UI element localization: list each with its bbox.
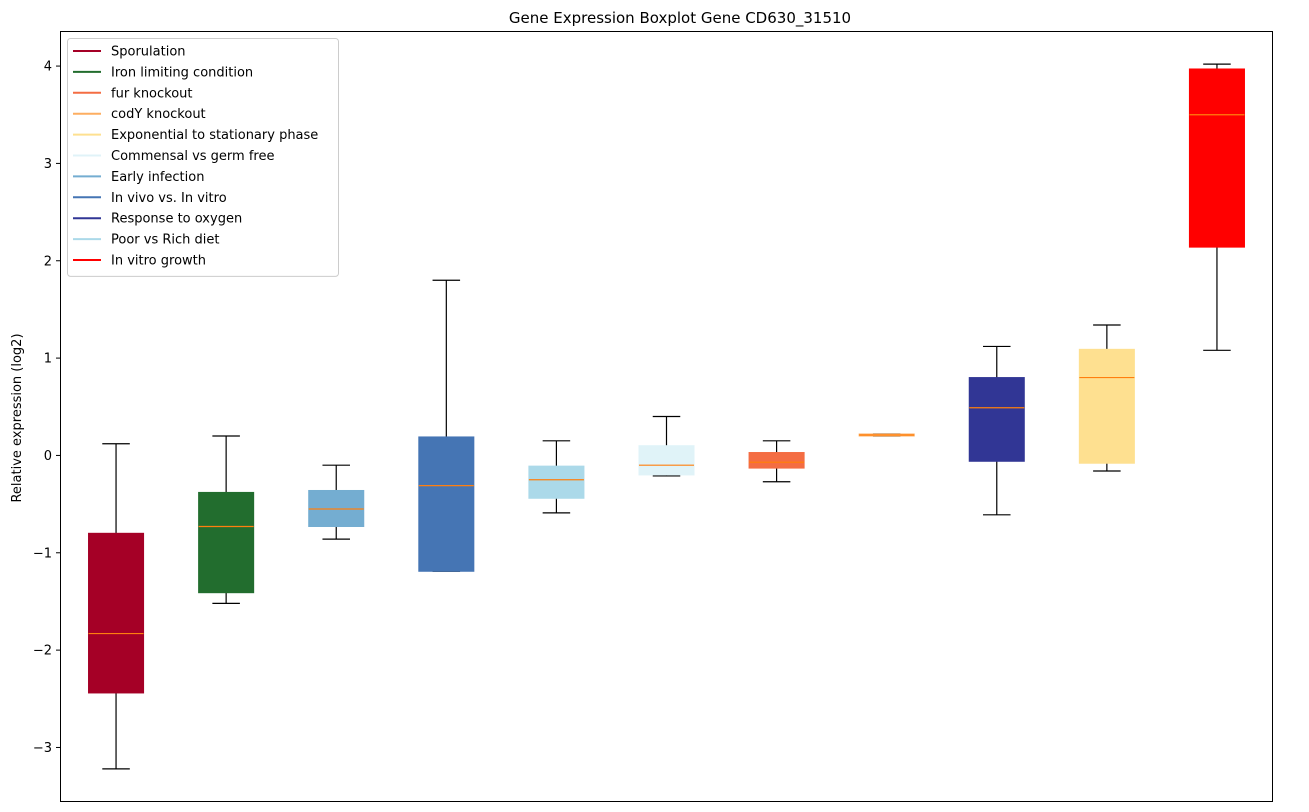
legend-label: Poor vs Rich diet xyxy=(111,233,219,248)
y-tick-label: 4 xyxy=(44,60,52,75)
y-tick-label: 1 xyxy=(44,352,52,367)
chart-title: Gene Expression Boxplot Gene CD630_31510 xyxy=(509,9,851,28)
box-body xyxy=(1188,68,1245,248)
box-9 xyxy=(1078,324,1135,472)
legend: Sporulation Iron limiting condition fur kn… xyxy=(67,38,339,277)
box-10 xyxy=(1188,63,1245,351)
y-tick-label: −3 xyxy=(33,741,52,756)
y-tick-label: 0 xyxy=(44,449,52,464)
box-body xyxy=(748,452,805,469)
legend-label: Iron limiting condition xyxy=(111,65,253,80)
legend-label: Exponential to stationary phase xyxy=(111,128,318,143)
legend-label: Response to oxygen xyxy=(111,212,242,227)
box-2 xyxy=(308,464,365,540)
legend-label: In vitro growth xyxy=(111,254,206,269)
legend-frame xyxy=(67,38,339,277)
plot-frame xyxy=(60,31,1273,802)
y-tick-label: −2 xyxy=(33,644,52,659)
box-7 xyxy=(858,433,915,437)
box-1 xyxy=(198,435,255,604)
box-body xyxy=(198,491,255,594)
box-6 xyxy=(748,440,805,483)
legend-label: In vivo vs. In vitro xyxy=(111,191,227,206)
box-0 xyxy=(88,443,145,770)
box-body xyxy=(528,465,585,499)
box-body xyxy=(418,436,475,572)
legend-label: Early infection xyxy=(111,170,204,185)
y-tick-label: 2 xyxy=(44,254,52,269)
box-3 xyxy=(418,279,475,572)
y-axis-label: Relative expression (log2) xyxy=(10,333,25,502)
y-axis-ticks: −3 −2 −1 0 1 2 3 4 xyxy=(33,60,61,756)
box-8 xyxy=(968,345,1025,516)
box-body xyxy=(968,377,1025,462)
box-5 xyxy=(638,415,695,477)
boxes-layer xyxy=(88,63,1245,770)
y-tick-label: 3 xyxy=(44,157,52,172)
legend-label: Sporulation xyxy=(111,45,186,60)
legend-label: codY knockout xyxy=(111,107,206,122)
box-4 xyxy=(528,440,585,514)
box-body xyxy=(88,532,145,694)
box-body xyxy=(638,445,695,476)
y-tick-label: −1 xyxy=(33,546,52,561)
legend-label: fur knockout xyxy=(111,86,193,101)
legend-label: Commensal vs germ free xyxy=(111,149,274,164)
box-body xyxy=(1078,348,1135,464)
